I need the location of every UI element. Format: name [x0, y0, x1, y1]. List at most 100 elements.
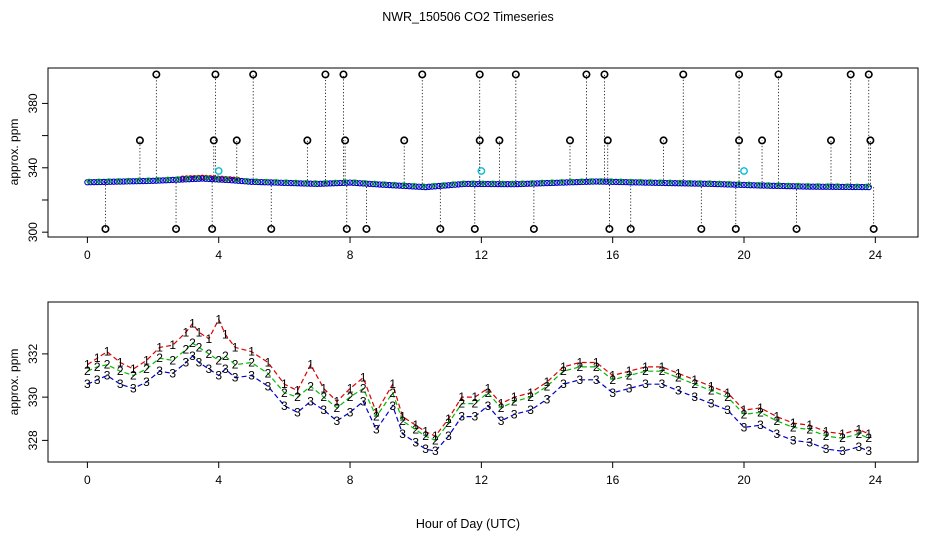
- series-1-point: 1: [560, 360, 567, 374]
- baseline-green-point: [411, 182, 417, 189]
- series-3-point: 3: [117, 377, 124, 391]
- series-1-point: 1: [609, 369, 616, 383]
- series-1-point: 1: [865, 427, 872, 441]
- spike-point: [341, 136, 350, 145]
- series-3-point: 3: [196, 356, 203, 370]
- spike-point: [869, 224, 878, 233]
- series-1-point: 1: [169, 338, 176, 352]
- series-3-point: 3: [320, 403, 327, 417]
- spike-point: [866, 136, 875, 145]
- series-3-point: 3: [856, 440, 863, 454]
- baseline-green-point: [864, 183, 870, 189]
- series-3-point: 3: [458, 410, 465, 424]
- cyan-point: [740, 167, 748, 175]
- spike-point: [209, 136, 218, 145]
- top-plot-frame: [47, 67, 919, 238]
- spike-point: [758, 136, 767, 145]
- spike-point: [475, 136, 484, 145]
- baseline-green-point: [234, 177, 240, 183]
- bottom-panel: approx. ppm Hour of Day (UTC) 0 4 8 12 16 20 2…: [7, 301, 919, 531]
- series-2-point: 2: [94, 360, 101, 374]
- baseline-green-point: [569, 178, 575, 184]
- series-1-point: 1: [294, 384, 301, 398]
- series-1-point: 1: [248, 345, 255, 359]
- spike-point: [321, 70, 330, 79]
- baseline-green-point: [480, 180, 486, 186]
- baseline-green-point: [224, 176, 230, 182]
- baseline-green-point: [687, 179, 693, 186]
- series-1-point: 1: [471, 390, 478, 404]
- series-1-point: 1: [143, 353, 150, 367]
- bottom-x-tick-label: 8: [347, 473, 354, 487]
- baseline-green-point: [608, 178, 614, 184]
- series-2-point: 2: [806, 423, 813, 437]
- series-3-point: 3: [708, 397, 715, 411]
- series-1-point: 1: [422, 425, 429, 439]
- series-1-point: 1: [373, 405, 380, 419]
- cyan-point: [477, 167, 486, 175]
- spike-point: [101, 224, 110, 233]
- baseline-green-point: [165, 176, 171, 182]
- series-3-point: 3: [865, 444, 872, 458]
- series-1-point: 1: [445, 412, 452, 426]
- series-3-point: 3: [609, 386, 616, 400]
- series-1-point: 1: [281, 377, 288, 391]
- baseline-green-point: [253, 178, 260, 184]
- baseline-green-point: [194, 175, 200, 181]
- baseline-green-point: [401, 182, 407, 188]
- spike-point: [659, 136, 668, 145]
- bottom-y-tick-label: 328: [26, 430, 40, 450]
- top-x-tick-label: 16: [606, 248, 620, 262]
- baseline-green-point: [519, 180, 525, 186]
- spike-point: [735, 136, 744, 145]
- baseline-green-point: [460, 180, 466, 186]
- series-1-point: 1: [757, 401, 764, 415]
- series-1-point: 1: [222, 327, 229, 341]
- spike-point: [511, 70, 520, 79]
- series-1-point: 1: [724, 386, 731, 400]
- series-2-point: 2: [498, 401, 505, 415]
- bottom-x-tick-label: 24: [869, 473, 883, 487]
- series-2-point: 2: [527, 390, 534, 404]
- series-2-point: 2: [412, 423, 419, 437]
- series-2-point: 2: [823, 429, 830, 443]
- baseline-green-point: [529, 180, 535, 186]
- series-1-point: 1: [544, 375, 551, 389]
- series-2-point: 2: [373, 410, 380, 424]
- spike-point: [470, 224, 479, 233]
- series-1-point: 1: [708, 379, 715, 393]
- series-3-point: 3: [232, 371, 239, 385]
- bottom-x-tick-label: 16: [606, 473, 620, 487]
- spike-point: [679, 70, 688, 79]
- series-3-point: 3: [248, 369, 255, 383]
- series-2-point: 2: [458, 397, 465, 411]
- baseline-green-point: [657, 179, 663, 185]
- baseline-green-point: [746, 181, 752, 187]
- top-x-tick-label: 8: [347, 248, 354, 262]
- series-2-point: 2: [856, 427, 863, 441]
- series-2-point: 2: [294, 390, 301, 404]
- series-2-point: 2: [691, 377, 698, 391]
- spike-point: [400, 136, 409, 145]
- series-3-point: 3: [307, 394, 314, 408]
- baseline-green-point: [490, 180, 496, 186]
- series-3-point: 3: [143, 375, 150, 389]
- baseline-green-point: [106, 178, 112, 184]
- series-2-point: 2: [724, 390, 731, 404]
- top-x-tick-label: 20: [737, 248, 751, 262]
- baseline-green-point: [726, 180, 732, 187]
- series-3-point: 3: [471, 410, 478, 424]
- baseline-green-point: [716, 180, 722, 186]
- bottom-y-tick-label: 332: [26, 344, 40, 364]
- series-1-point: 1: [360, 371, 367, 385]
- series-1-point: 1: [399, 410, 406, 424]
- baseline-green-point: [293, 179, 299, 185]
- series-2-point: 2: [593, 360, 600, 374]
- series-2-point: 2: [544, 379, 551, 393]
- top-y-tick-label: 340: [26, 157, 40, 177]
- spike-point: [152, 70, 161, 79]
- series-3-point: 3: [189, 349, 196, 363]
- spike-point: [603, 136, 612, 145]
